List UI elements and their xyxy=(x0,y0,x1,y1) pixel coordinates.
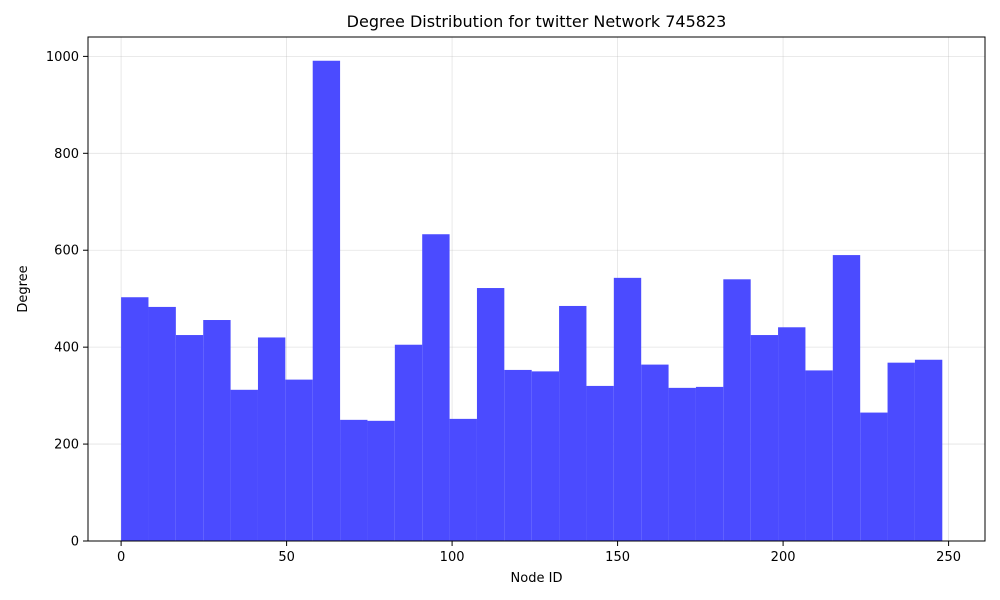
bar xyxy=(476,288,505,541)
bar xyxy=(750,335,779,541)
x-axis-ticks: 0 50 100 150 200 250 xyxy=(117,541,961,565)
plot-frame xyxy=(87,36,986,542)
y-tick-label: 200 xyxy=(54,438,79,453)
bar xyxy=(586,385,614,541)
chart-title: Degree Distribution for twitter Network … xyxy=(347,12,727,31)
bar xyxy=(723,279,751,541)
bar xyxy=(559,305,587,541)
y-tick-label: 800 xyxy=(54,147,79,162)
x-tick-label: 250 xyxy=(936,550,961,565)
bar xyxy=(641,364,669,541)
y-tick-label: 600 xyxy=(54,244,79,259)
bar xyxy=(285,379,313,541)
x-tick-label: 100 xyxy=(440,550,465,565)
bar xyxy=(613,277,642,541)
bar xyxy=(230,389,258,541)
bar xyxy=(394,344,423,541)
bar xyxy=(805,370,833,541)
bar xyxy=(367,420,395,541)
bar xyxy=(914,359,943,541)
bar xyxy=(668,387,696,541)
y-axis-label: Degree xyxy=(16,265,31,312)
y-axis-ticks: 0 200 400 600 800 1000 xyxy=(46,50,88,550)
bar xyxy=(695,386,724,541)
bar xyxy=(203,320,231,541)
bar xyxy=(504,369,532,541)
bar xyxy=(860,412,888,541)
bar xyxy=(832,255,861,542)
x-tick-label: 150 xyxy=(605,550,630,565)
y-tick-label: 1000 xyxy=(46,50,79,65)
x-tick-label: 50 xyxy=(278,550,295,565)
bar xyxy=(340,419,368,541)
bar xyxy=(778,327,806,541)
bar xyxy=(449,418,477,541)
x-axis-label: Node ID xyxy=(511,571,563,586)
bar xyxy=(175,335,204,541)
x-tick-label: 200 xyxy=(771,550,796,565)
y-tick-label: 0 xyxy=(71,535,79,550)
bar xyxy=(312,60,341,541)
bar xyxy=(121,297,149,541)
bar xyxy=(887,362,915,541)
bars xyxy=(121,60,943,542)
x-tick-label: 0 xyxy=(117,550,125,565)
bar xyxy=(148,306,176,541)
bar xyxy=(531,371,560,541)
bar xyxy=(422,234,450,541)
y-tick-label: 400 xyxy=(54,341,79,356)
bar xyxy=(257,337,286,541)
